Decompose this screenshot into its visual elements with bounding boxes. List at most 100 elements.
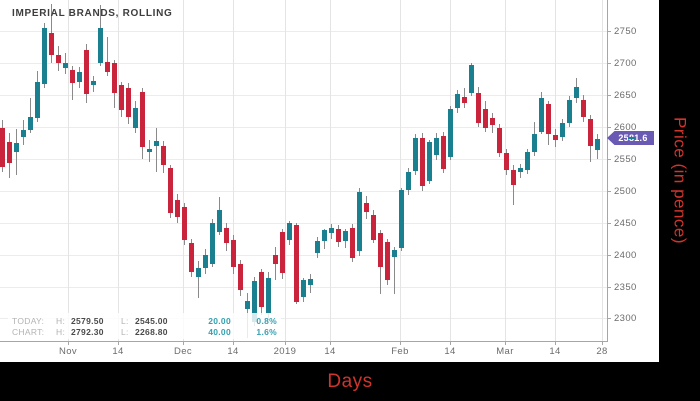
candle-up: [28, 117, 33, 130]
ohlc-info-box: TODAY: H: 2579.50 L: 2545.00 20.00 0.8% …: [8, 313, 281, 339]
candle-down: [336, 229, 341, 242]
x-tick-mark: [505, 341, 506, 345]
candle-up: [448, 108, 453, 157]
candle-down: [182, 207, 187, 240]
chart-low-value: 2268.80: [135, 326, 168, 337]
candle-down: [126, 87, 131, 118]
vertical-gridline: [505, 0, 506, 341]
candle-up: [35, 82, 40, 118]
candle-wick: [156, 128, 157, 172]
x-tick-mark: [602, 341, 603, 345]
candle-down: [462, 96, 467, 104]
candle-down: [588, 119, 593, 146]
candle-down: [56, 55, 61, 63]
candle-up: [21, 130, 26, 138]
y-tick-label: 2550: [614, 153, 637, 165]
low-key: L:: [121, 315, 129, 326]
candle-up: [343, 230, 348, 242]
candle-wick: [198, 260, 199, 298]
candle-down: [490, 117, 495, 125]
info-row-chart: CHART: H: 2792.30 L: 2268.80 40.00 1.6%: [12, 326, 277, 337]
x-tick-label: 14: [324, 346, 336, 357]
candle-down: [511, 170, 516, 185]
info-row-today: TODAY: H: 2579.50 L: 2545.00 20.00 0.8%: [12, 315, 277, 326]
x-tick-label: 14: [227, 346, 239, 357]
x-tick-label: Dec: [173, 346, 193, 357]
candle-up: [406, 171, 411, 191]
x-tick-mark: [118, 341, 119, 345]
chart-panel: 2750 2700 2650 2600 2550 2500 2450 2400 2350 2300…: [0, 0, 659, 362]
candle-down: [112, 62, 117, 93]
y-tick-label: 2600: [614, 121, 637, 133]
vertical-gridline: [602, 0, 603, 341]
vertical-gridline: [183, 0, 184, 341]
candle-up: [567, 99, 572, 123]
candle-down: [49, 32, 54, 56]
y-tick-mark: [607, 286, 611, 288]
candle-up: [42, 27, 47, 84]
candle-down: [294, 225, 299, 303]
candle-up: [329, 227, 334, 234]
candle-wick: [513, 165, 514, 206]
candle-up: [315, 240, 320, 254]
candle-up: [266, 277, 271, 314]
y-axis-line: [607, 0, 608, 342]
candle-up: [357, 191, 362, 252]
candle-down: [84, 50, 89, 94]
candle-up: [525, 152, 530, 171]
bottom-axis-title-bar: Days: [0, 362, 700, 401]
low-key: L:: [121, 326, 129, 337]
x-tick-label: 2019: [273, 346, 297, 357]
y-tick-mark: [607, 94, 611, 96]
candle-wick: [30, 98, 31, 134]
y-tick-label: 2750: [614, 26, 637, 37]
candle-up: [532, 133, 537, 153]
y-tick-label: 2700: [614, 57, 637, 69]
x-tick-mark: [555, 341, 556, 345]
candle-up: [308, 278, 313, 286]
candle-up: [434, 137, 439, 155]
vertical-gridline: [68, 0, 69, 341]
y-tick-mark: [607, 158, 611, 160]
x-tick-mark: [68, 341, 69, 345]
candle-down: [371, 214, 376, 240]
y-tick-mark: [607, 126, 611, 128]
candle-down: [378, 232, 383, 268]
candle-up: [210, 223, 215, 264]
candle-down: [350, 227, 355, 258]
candle-up: [77, 71, 82, 83]
candle-down: [546, 104, 551, 135]
candle-down: [280, 232, 285, 274]
chart-title: IMPERIAL BRANDS, ROLLING: [12, 8, 173, 19]
y-axis-title: Price (in pence): [670, 117, 690, 245]
current-price-dash: [628, 137, 635, 139]
y-tick-mark: [607, 318, 611, 320]
vertical-gridline: [233, 0, 234, 341]
today-label: TODAY:: [12, 315, 45, 326]
x-tick-label: Nov: [58, 346, 78, 357]
candle-up: [91, 80, 96, 86]
candlestick-plot-area[interactable]: 2750 2700 2650 2600 2550 2500 2450 2400 2350 2300…: [0, 0, 659, 362]
candle-down: [189, 243, 194, 272]
x-tick-label: 28: [596, 346, 608, 357]
y-tick-label: 2650: [614, 89, 637, 101]
vertical-gridline: [285, 0, 286, 341]
x-tick-label: Feb: [391, 346, 409, 357]
vertical-gridline: [450, 0, 451, 341]
chart-label: CHART:: [12, 326, 45, 337]
candle-down: [161, 145, 166, 166]
candle-down: [0, 128, 5, 168]
x-tick-mark: [400, 341, 401, 345]
candle-up: [455, 93, 460, 108]
chart-high-value: 2792.30: [71, 326, 104, 337]
candle-wick: [107, 37, 108, 76]
chart-percent-value: 1.6%: [256, 326, 277, 337]
candle-up: [560, 122, 565, 138]
candle-up: [63, 62, 68, 69]
right-axis-title-bar: Price (in pence): [659, 0, 700, 362]
candle-wick: [394, 246, 395, 294]
candle-down: [168, 168, 173, 214]
x-tick-mark: [183, 341, 184, 345]
today-low-value: 2545.00: [135, 315, 168, 326]
candle-down: [364, 203, 369, 213]
